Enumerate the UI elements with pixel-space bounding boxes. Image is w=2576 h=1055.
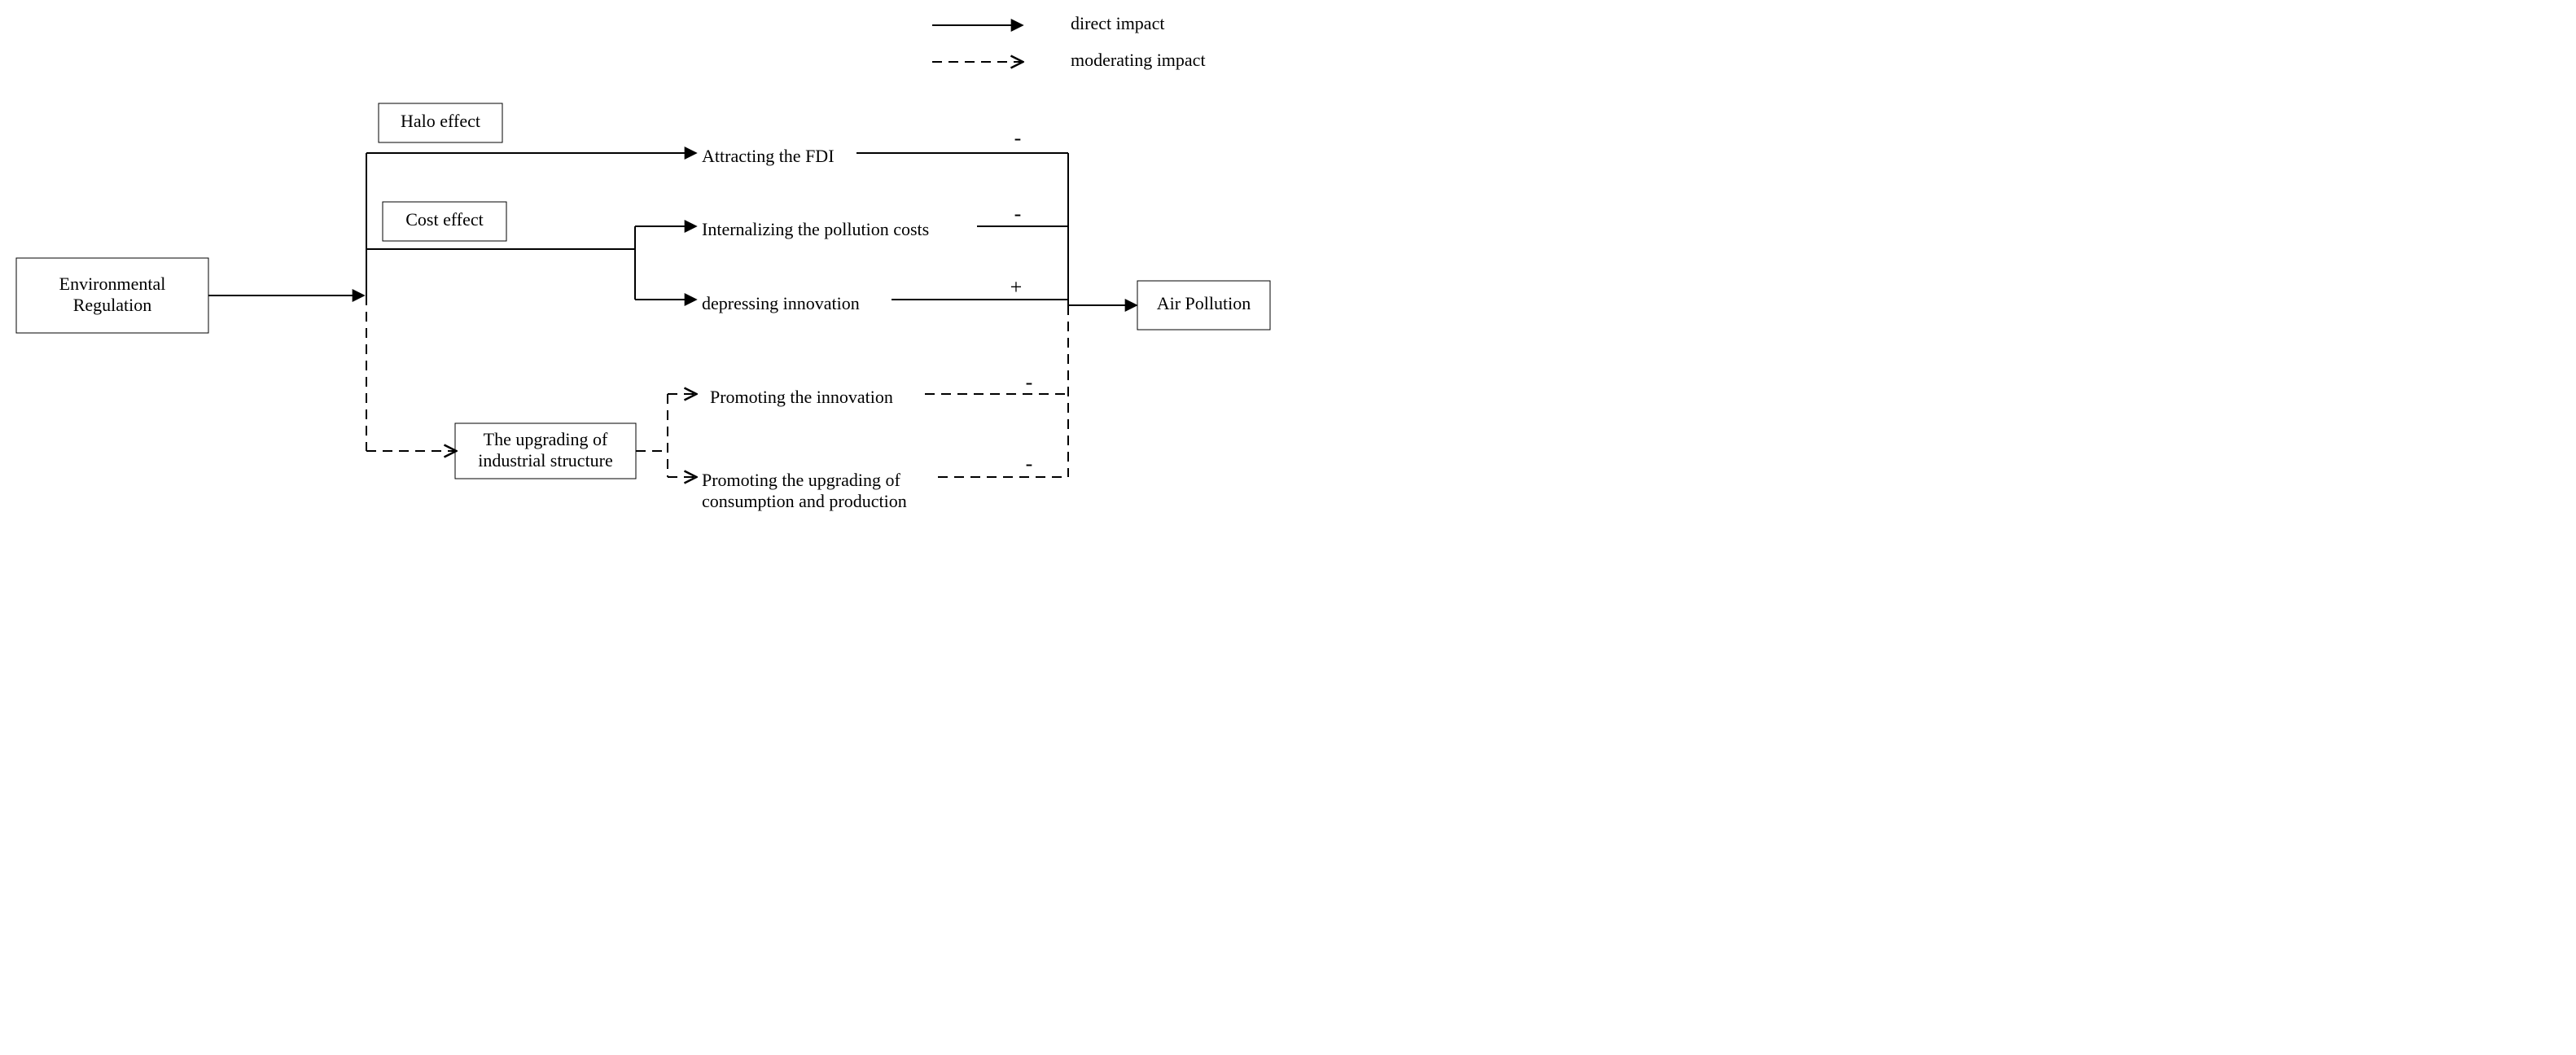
air-pollution-label: Air Pollution (1157, 293, 1251, 313)
sign-promoting-upgrade: - (1026, 452, 1033, 475)
halo-label: Halo effect (401, 111, 480, 131)
mediator-promoting-innovation: Promoting the innovation (710, 387, 893, 407)
upgrade-label-2: industrial structure (478, 450, 613, 471)
sign-depressing: + (1010, 275, 1023, 299)
env-reg-label-2: Regulation (73, 295, 152, 315)
upgrade-label-1: The upgrading of (484, 429, 608, 449)
mediator-promoting-upgrade-1: Promoting the upgrading of (702, 470, 900, 490)
mediator-depressing: depressing innovation (702, 293, 860, 313)
legend-moderating-label: moderating impact (1071, 50, 1206, 70)
env-reg-label-1: Environmental (59, 274, 166, 294)
mediator-promoting-upgrade-2: consumption and production (702, 491, 907, 511)
legend-direct-label: direct impact (1071, 13, 1164, 33)
cost-label: Cost effect (405, 209, 484, 230)
sign-fdi: - (1014, 126, 1022, 150)
mediator-internalizing: Internalizing the pollution costs (702, 219, 929, 239)
sign-promoting-innovation: - (1026, 370, 1033, 394)
sign-internalizing: - (1014, 202, 1022, 225)
mediator-fdi: Attracting the FDI (702, 146, 835, 166)
